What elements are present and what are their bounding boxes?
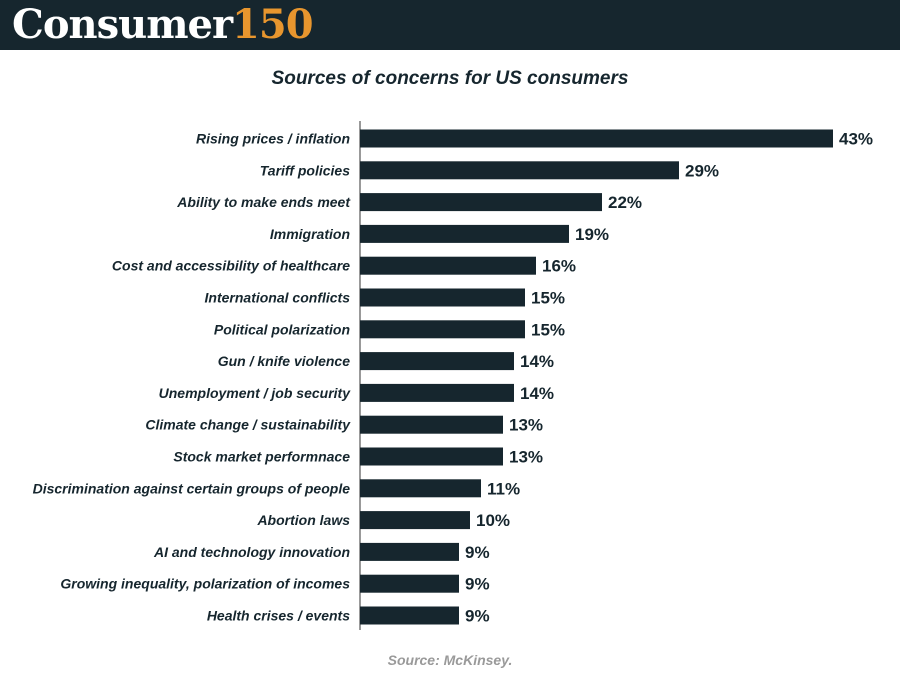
bar <box>360 479 481 498</box>
value-label: 13% <box>509 416 543 435</box>
bar <box>360 383 514 402</box>
value-label: 14% <box>520 352 554 371</box>
value-label: 11% <box>487 479 520 498</box>
category-label: Unemployment / job security <box>159 385 352 401</box>
category-label: Abortion laws <box>256 512 350 528</box>
bar <box>360 447 503 466</box>
logo-word: Consumer <box>12 1 233 48</box>
category-label: Discrimination against certain groups of… <box>33 480 351 496</box>
value-label: 19% <box>575 225 609 244</box>
bar <box>360 161 679 180</box>
category-label: Stock market performnace <box>173 449 350 465</box>
category-label: Political polarization <box>214 321 350 337</box>
bar <box>360 224 569 243</box>
category-label: Climate change / sustainability <box>145 417 351 433</box>
value-label: 14% <box>520 384 554 403</box>
logo-number: 150 <box>232 1 313 48</box>
consumer150-logo: Consumer 150 <box>12 1 314 48</box>
category-label: Rising prices / inflation <box>196 131 350 147</box>
bar <box>360 320 525 339</box>
category-label: Health crises / events <box>207 608 350 624</box>
bar <box>360 574 459 593</box>
value-label: 29% <box>685 161 719 180</box>
value-label: 9% <box>465 575 490 594</box>
category-label: International conflicts <box>205 290 351 306</box>
category-label: Growing inequality, polarization of inco… <box>60 576 350 592</box>
bar <box>360 256 536 275</box>
value-label: 15% <box>531 320 565 339</box>
category-label: Immigration <box>270 226 350 242</box>
source-note: Source: McKinsey. <box>387 652 513 668</box>
bar <box>360 415 503 434</box>
value-label: 9% <box>465 543 490 562</box>
bar <box>360 193 602 212</box>
category-label: Gun / knife violence <box>218 353 350 369</box>
header-bar: Consumer 150 <box>0 0 900 50</box>
value-label: 16% <box>542 257 576 276</box>
bar <box>360 542 459 561</box>
category-label: AI and technology innovation <box>153 544 350 560</box>
value-label: 22% <box>608 193 642 212</box>
value-label: 13% <box>509 448 543 467</box>
bar <box>360 129 833 148</box>
value-label: 43% <box>839 130 873 149</box>
bar <box>360 606 459 625</box>
chart-title: Sources of concerns for US consumers <box>271 68 629 89</box>
bar <box>360 352 514 371</box>
category-label: Cost and accessibility of healthcare <box>112 258 350 274</box>
category-label: Tariff policies <box>260 162 350 178</box>
value-label: 10% <box>476 511 510 530</box>
bar <box>360 288 525 307</box>
value-label: 15% <box>531 289 565 308</box>
bar <box>360 511 470 530</box>
value-label: 9% <box>465 607 490 626</box>
category-label: Ability to make ends meet <box>176 194 351 210</box>
